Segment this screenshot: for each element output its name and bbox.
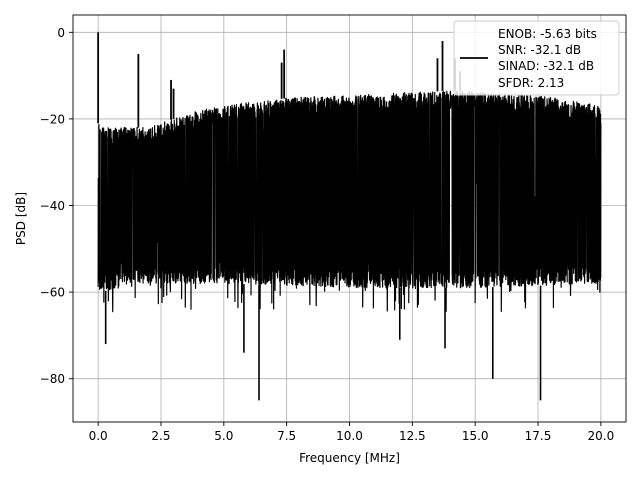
x-tick-label: 12.5 (399, 429, 426, 443)
y-tick-label: −60 (40, 286, 65, 300)
x-tick-label: 17.5 (525, 429, 552, 443)
x-tick-label: 15.0 (462, 429, 489, 443)
psd-noise-trace (97, 90, 602, 313)
y-tick-label: −80 (40, 372, 65, 386)
legend: ENOB: -5.63 bits SNR: -32.1 dB SINAD: -3… (453, 20, 620, 96)
x-tick-label: 0.0 (89, 429, 108, 443)
x-axis-ticks: 0.0 2.5 5.0 7.5 10.0 12.5 15.0 17.5 20.0 (89, 422, 615, 443)
x-axis-label: Frequency [MHz] (299, 451, 400, 465)
psd-trace (97, 32, 602, 401)
y-tick-label: 0 (57, 26, 65, 40)
y-axis-ticks: 0 −20 −40 −60 −80 (40, 26, 73, 386)
x-tick-label: 7.5 (277, 429, 296, 443)
legend-entry-sfdr: SFDR: 2.13 (498, 76, 564, 90)
legend-entry-enob: ENOB: -5.63 bits (498, 27, 597, 41)
x-tick-label: 2.5 (151, 429, 170, 443)
y-axis-label: PSD [dB] (14, 192, 28, 245)
legend-entry-snr: SNR: -32.1 dB (498, 43, 581, 57)
y-tick-label: −20 (40, 112, 65, 126)
x-tick-label: 10.0 (336, 429, 363, 443)
x-tick-label: 5.0 (214, 429, 233, 443)
y-tick-label: −40 (40, 199, 65, 213)
x-tick-label: 20.0 (588, 429, 615, 443)
legend-entry-sinad: SINAD: -32.1 dB (498, 59, 594, 73)
legend-box (453, 20, 620, 96)
